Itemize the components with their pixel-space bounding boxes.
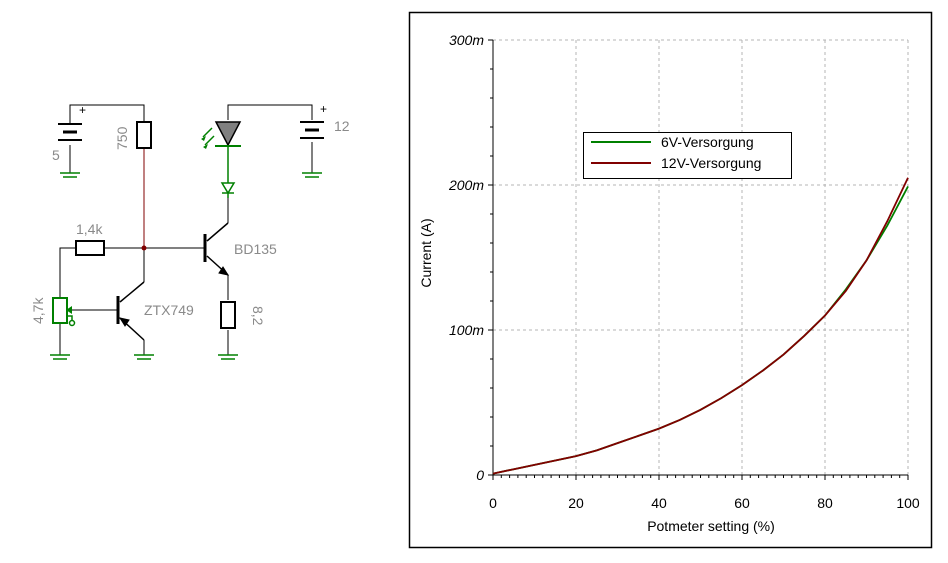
legend-label: 12V-Versorgung <box>661 155 761 171</box>
transistor-ztx749-icon <box>116 268 145 341</box>
battery-right-plus: + <box>320 102 327 116</box>
ground-icon <box>60 172 80 178</box>
y-tick-label: 100m <box>449 322 484 338</box>
battery-right-label: 12 <box>334 118 350 134</box>
wire-pot-top <box>59 247 76 298</box>
x-tick-label: 0 <box>489 495 497 511</box>
y-tick-label: 0 <box>476 467 484 483</box>
x-axis-label: Potmeter setting (%) <box>647 518 775 534</box>
y-axis-label: Current (A) <box>418 218 434 287</box>
y-axis-ticks: 0 100m 200m 300m <box>448 32 493 483</box>
resistor-8r2-icon <box>220 301 236 329</box>
potentiometer-icon <box>52 297 118 327</box>
resistor-750-label: 750 <box>114 126 130 150</box>
junction-dot <box>141 245 147 251</box>
transistor-bd135-icon <box>203 222 230 280</box>
chart-legend: 6V-Versorgung 12V-Versorgung <box>583 132 792 179</box>
y-tick-label: 200m <box>448 177 484 193</box>
battery-left-label: 5 <box>52 147 60 163</box>
ground-icon <box>50 354 70 360</box>
x-axis-ticks: 0 20 40 60 80 100 <box>489 475 920 511</box>
ground-icon <box>134 354 154 360</box>
potentiometer-label: 4,7k <box>30 297 46 324</box>
y-tick-label: 300m <box>449 32 484 48</box>
resistor-1k4-label: 1,4k <box>76 221 103 237</box>
legend-box <box>583 132 792 179</box>
x-tick-label: 100 <box>896 495 920 511</box>
chart-frame <box>408 11 933 549</box>
transistor-bd135-label: BD135 <box>234 241 277 257</box>
ground-icon <box>218 354 238 360</box>
ground-icon <box>302 172 322 178</box>
battery-right-icon <box>300 121 324 139</box>
wire-top-left <box>69 104 145 122</box>
led-icon <box>201 121 242 198</box>
wire-top-right <box>227 104 313 120</box>
x-tick-label: 60 <box>734 495 750 511</box>
resistor-750-icon <box>136 121 152 149</box>
battery-left-plus: + <box>79 103 86 117</box>
transistor-ztx749-label: ZTX749 <box>144 302 194 318</box>
x-tick-label: 20 <box>568 495 584 511</box>
resistor-8r2-label: 8,2 <box>250 306 266 326</box>
chart-series <box>492 177 909 475</box>
resistor-1k4-icon <box>75 240 105 256</box>
series-line <box>492 177 909 475</box>
x-tick-label: 40 <box>651 495 667 511</box>
chart-grid <box>493 39 909 475</box>
x-tick-label: 80 <box>817 495 833 511</box>
legend-label: 6V-Versorgung <box>661 134 754 150</box>
